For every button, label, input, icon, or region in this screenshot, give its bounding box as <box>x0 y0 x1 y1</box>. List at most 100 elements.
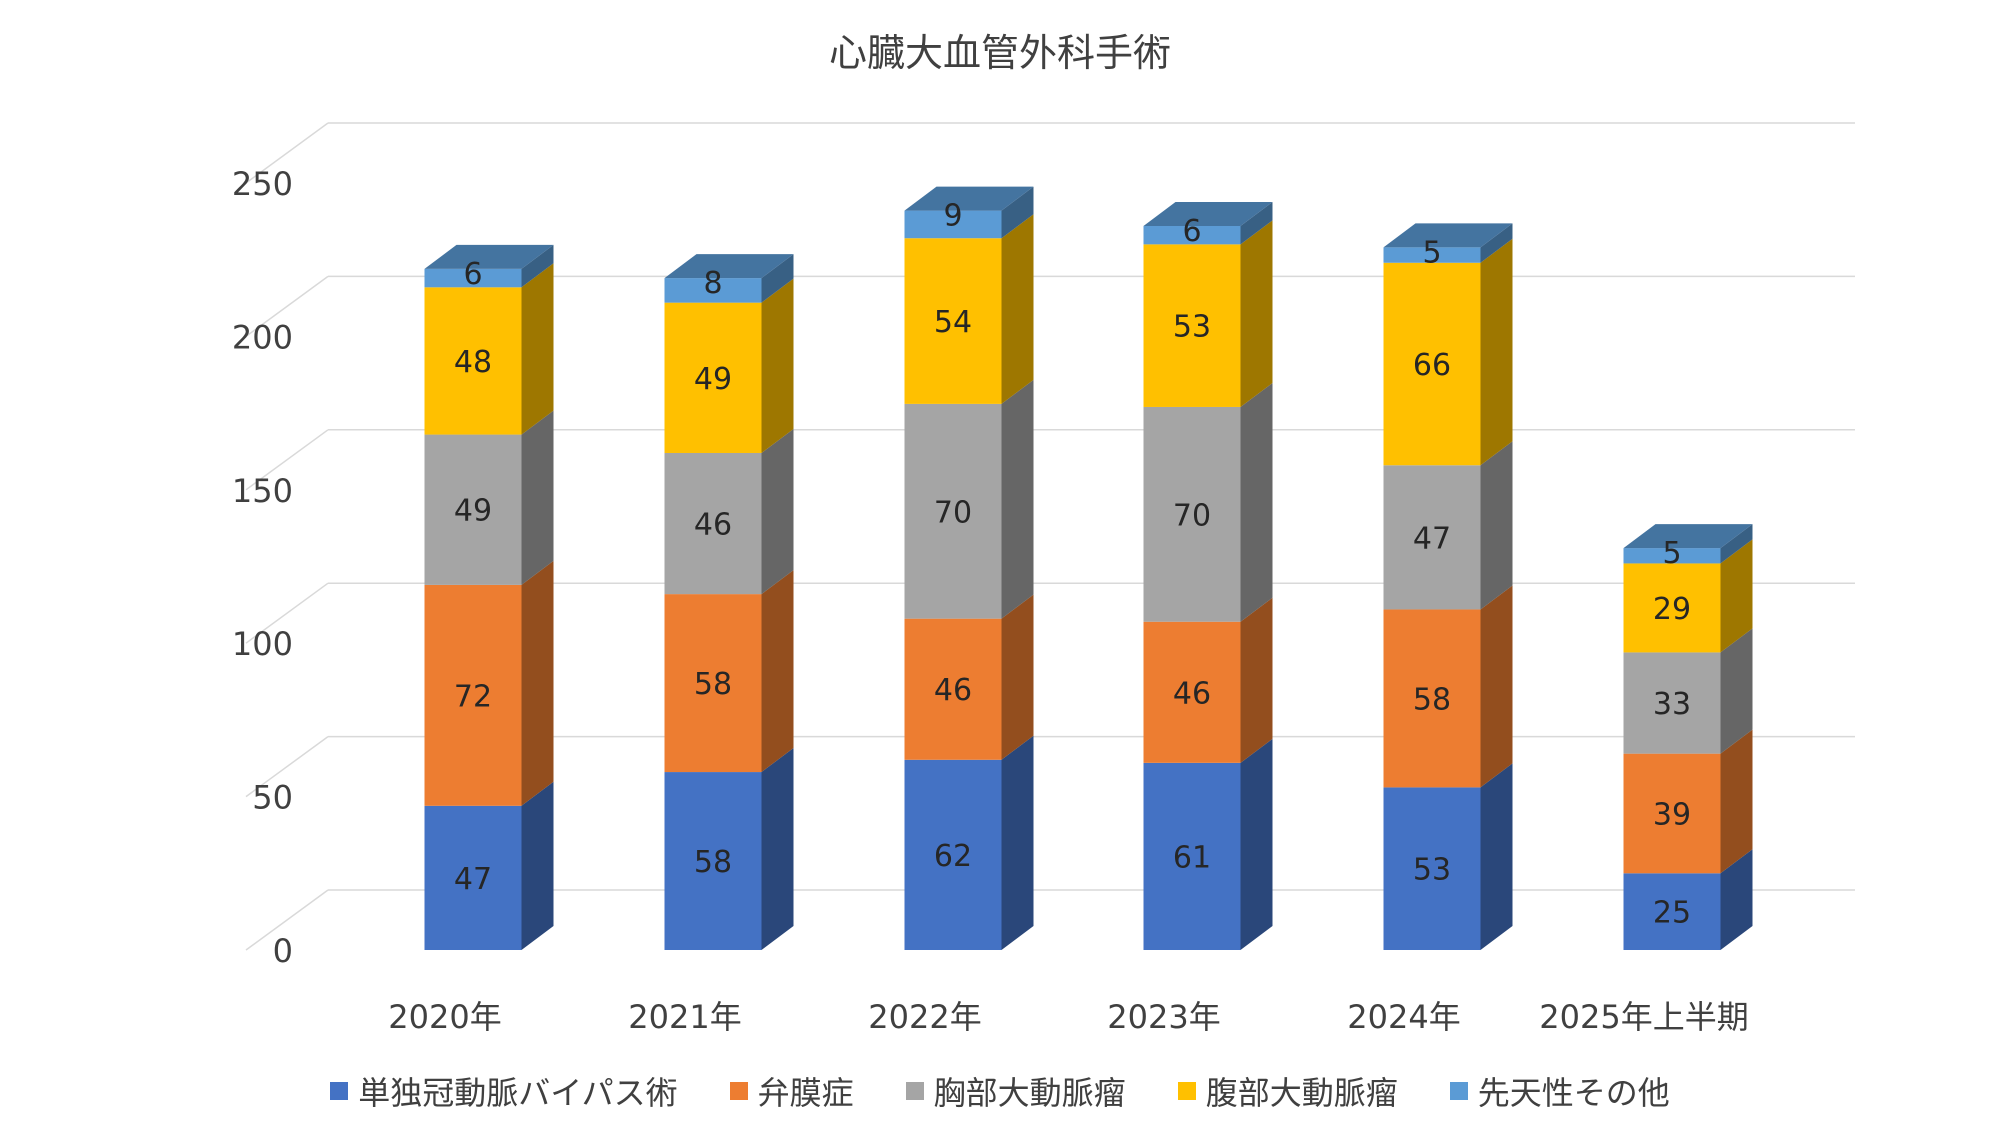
bar-segment <box>1623 652 1721 754</box>
data-label: 54 <box>934 305 972 340</box>
bar-side <box>1720 628 1753 754</box>
data-label: 70 <box>934 495 972 530</box>
bar-side <box>1480 441 1513 610</box>
bar-side <box>1480 585 1513 788</box>
bar-segment <box>424 584 522 806</box>
gridline-diagonal <box>245 735 329 798</box>
data-label: 58 <box>694 845 732 880</box>
bar-side <box>1720 524 1753 564</box>
legend-swatch <box>330 1082 349 1100</box>
bar-segment <box>1623 753 1721 874</box>
bar-side <box>1240 382 1273 622</box>
data-label: 47 <box>454 862 492 897</box>
legend-swatch <box>729 1082 748 1100</box>
data-label: 25 <box>1653 896 1691 931</box>
gridline-diagonal <box>245 122 329 184</box>
bar-segment <box>664 302 762 453</box>
data-label: 6 <box>1182 214 1201 249</box>
gridline-diagonal <box>245 275 329 338</box>
data-label: 46 <box>694 508 732 543</box>
gridline-diagonal <box>245 582 329 644</box>
data-label: 49 <box>454 494 492 529</box>
data-label: 70 <box>1173 498 1211 533</box>
bar-side <box>1001 214 1034 404</box>
data-label: 5 <box>1422 235 1441 270</box>
x-tick-label: 2020年 <box>388 998 501 1036</box>
data-label: 53 <box>1413 853 1451 888</box>
bar-side <box>1240 738 1273 950</box>
bar-segment <box>424 434 522 585</box>
bar-side <box>1720 729 1753 874</box>
bar-side <box>521 410 554 585</box>
bar-side <box>1720 849 1753 950</box>
data-label: 72 <box>454 679 492 714</box>
legend-label: 胸部大動脈瘤 <box>933 1074 1126 1112</box>
data-label: 53 <box>1173 310 1211 345</box>
bar-segment <box>424 287 522 435</box>
legend-swatch <box>905 1082 924 1100</box>
bar-side <box>1720 539 1753 653</box>
legend: 単独冠動脈バイパス術 弁膜症 胸部大動脈瘤 腹部大動脈瘤 先天性その他 <box>0 1068 2000 1114</box>
bar-top <box>1143 201 1273 226</box>
bar-side <box>761 748 794 950</box>
data-label: 33 <box>1653 687 1691 722</box>
data-label: 62 <box>934 839 972 874</box>
data-label: 9 <box>943 199 962 234</box>
bar-side <box>1001 379 1034 619</box>
y-tick-label: 50 <box>252 779 293 817</box>
legend-item: 胸部大動脈瘤 <box>905 1068 1126 1114</box>
legend-label: 先天性その他 <box>1477 1074 1670 1112</box>
bar-segment <box>1383 247 1481 263</box>
bar-side <box>521 263 554 435</box>
data-label: 58 <box>1413 682 1451 717</box>
legend-item: 単独冠動脈バイパス術 <box>330 1068 678 1114</box>
legend-label: 腹部大動脈瘤 <box>1205 1074 1398 1112</box>
data-label: 39 <box>1653 797 1691 832</box>
bar-segment <box>424 268 522 288</box>
bar-top <box>1383 223 1513 248</box>
bar-side <box>1480 223 1513 263</box>
bar-top <box>664 254 794 279</box>
legend-swatch <box>1449 1082 1468 1100</box>
bar-segment <box>1143 762 1241 950</box>
bar-segment <box>904 238 1002 404</box>
bar-side <box>761 254 794 303</box>
data-label: 29 <box>1653 592 1691 627</box>
bar-segment <box>664 772 762 950</box>
data-label: 47 <box>1413 521 1451 556</box>
y-tick-label: 0 <box>273 932 293 970</box>
y-tick-label: 250 <box>232 165 293 203</box>
bar-side <box>1001 186 1034 239</box>
bar-segment <box>1623 563 1721 653</box>
bar-top <box>424 244 554 269</box>
y-tick-label: 200 <box>232 318 293 356</box>
bar-segment <box>1383 787 1481 950</box>
data-label: 46 <box>934 673 972 708</box>
bar-side <box>761 570 794 773</box>
y-tick-label: 100 <box>232 625 293 663</box>
bar-segment <box>1143 225 1241 245</box>
data-label: 48 <box>454 345 492 380</box>
bar-side <box>761 278 794 453</box>
gridline-diagonal <box>245 889 329 951</box>
bar-segment <box>1383 262 1481 466</box>
legend-label: 単独冠動脈バイパス術 <box>358 1074 678 1112</box>
bar-segment <box>904 618 1002 760</box>
bar-segment <box>1143 621 1241 763</box>
bar-side <box>521 560 554 806</box>
bar-segment <box>1623 548 1721 564</box>
bar-segment <box>664 452 762 595</box>
data-label: 6 <box>463 257 482 292</box>
legend-item: 弁膜症 <box>729 1068 854 1114</box>
bar-side <box>761 428 794 595</box>
bar-side <box>1001 735 1034 950</box>
bar-segment <box>904 403 1002 619</box>
x-tick-label: 2021年 <box>628 998 741 1036</box>
bar-segment <box>904 210 1002 239</box>
x-tick-label: 2024年 <box>1347 998 1460 1036</box>
data-label: 58 <box>694 667 732 702</box>
bar-segment <box>1143 406 1241 622</box>
bar-side <box>1480 238 1513 466</box>
data-label: 66 <box>1413 348 1451 383</box>
